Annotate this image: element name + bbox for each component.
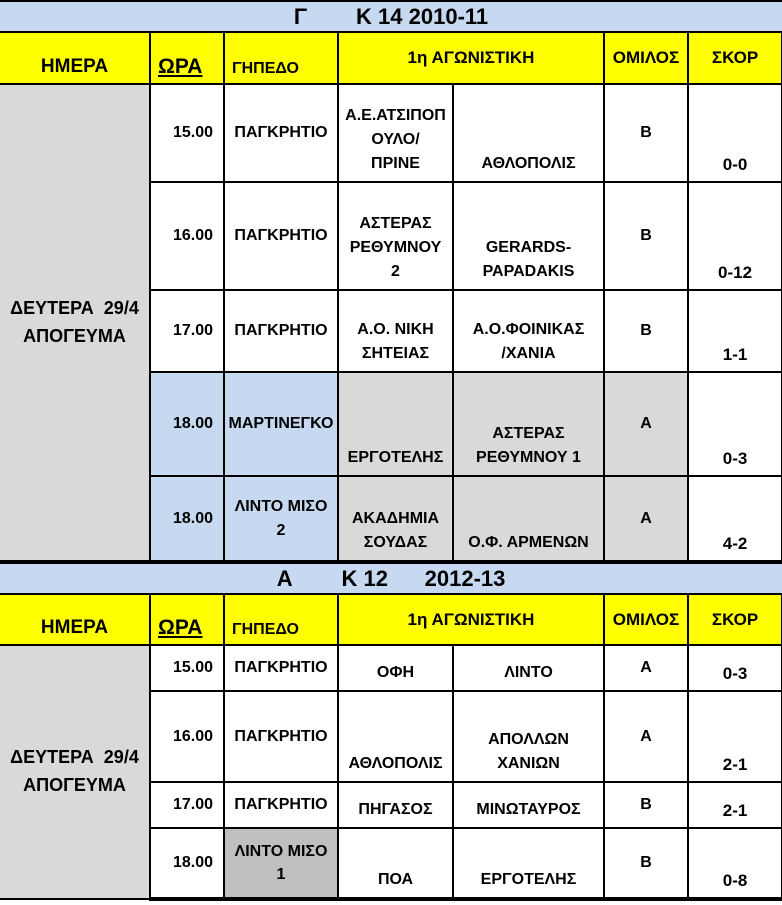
group-cell: Β <box>603 827 689 901</box>
header-group: ΟΜΙΛΟΣ <box>603 31 689 85</box>
time-cell: 18.00 <box>149 827 225 901</box>
away-team-cell: ΑΠΟΛΛΩΝ ΧΑΝΙΩΝ <box>452 690 605 783</box>
table-row: 16.00 ΠΑΓΚΡΗΤΙΟ ΑΘΛΟΠΟΛΙΣ ΑΠΟΛΛΩΝ ΧΑΝΙΩΝ… <box>0 690 782 783</box>
table-row: 18.00 ΛΙΝΤΟ ΜΙΣΟ 1 ΠΟΑ ΕΡΓΟΤΕΛΗΣ Β 0-8 <box>0 827 782 901</box>
venue-cell: ΠΑΓΚΡΗΤΙΟ <box>223 781 339 829</box>
header-group: ΟΜΙΛΟΣ <box>603 593 689 646</box>
group-cell: Β <box>603 181 689 291</box>
home-team-cell: ΠΗΓΑΣΟΣ <box>337 781 454 829</box>
home-team-cell: Α.Ε.ΑΤΣΙΠΟΠ ΟΥΛΟ/ ΠΡΙΝΕ <box>337 83 454 183</box>
header-matchday: 1η ΑΓΩΝΙΣΤΙΚΗ <box>337 31 605 85</box>
day-cell: ΔΕΥΤΕΡΑ 29/4 ΑΠΟΓΕΥΜΑ <box>0 83 151 562</box>
away-team-cell: Ο.Φ. ΑΡΜΕΝΩΝ <box>452 475 605 562</box>
header-time: ΩΡΑ <box>149 593 225 646</box>
header-time: ΩΡΑ <box>149 31 225 85</box>
header-day: ΗΜΕΡΑ <box>0 31 151 85</box>
table-row: 18.00 ΜΑΡΤΙΝΕΓΚΟ ΕΡΓΟΤΕΛΗΣ ΑΣΤΕΡΑΣ ΡΕΘΥΜ… <box>0 371 782 477</box>
score-cell: 0-3 <box>686 371 782 477</box>
away-team-cell: ΕΡΓΟΤΕΛΗΣ <box>452 827 605 901</box>
home-team-cell: Α.Ο. ΝΙΚΗ ΣΗΤΕΙΑΣ <box>337 289 454 373</box>
score-cell: 0-8 <box>686 827 782 901</box>
venue-cell: ΠΑΓΚΡΗΤΙΟ <box>223 644 339 692</box>
table-row: 16.00 ΠΑΓΚΡΗΤΙΟ ΑΣΤΕΡΑΣ ΡΕΘΥΜΝΟΥ 2 GERAR… <box>0 181 782 291</box>
table-title: Α Κ 12 2012-13 <box>0 562 782 595</box>
group-cell: Α <box>603 371 689 477</box>
home-team-cell: ΑΚΑΔΗΜΙΑ ΣΟΥΔΑΣ <box>337 475 454 562</box>
time-cell: 17.00 <box>149 289 225 373</box>
score-cell: 0-0 <box>686 83 782 183</box>
header-matchday: 1η ΑΓΩΝΙΣΤΙΚΗ <box>337 593 605 646</box>
header-score: ΣΚΟΡ <box>686 593 782 646</box>
time-cell: 18.00 <box>149 475 225 562</box>
header-score: ΣΚΟΡ <box>686 31 782 85</box>
table-row: ΔΕΥΤΕΡΑ 29/4 ΑΠΟΓΕΥΜΑ 15.00 ΠΑΓΚΡΗΤΙΟ Α.… <box>0 83 782 562</box>
time-cell: 16.00 <box>149 181 225 291</box>
group-cell: Β <box>603 83 689 183</box>
venue-cell: ΠΑΓΚΡΗΤΙΟ <box>223 289 339 373</box>
venue-cell: ΠΑΓΚΡΗΤΙΟ <box>223 690 339 783</box>
home-team-cell: ΑΣΤΕΡΑΣ ΡΕΘΥΜΝΟΥ 2 <box>337 181 454 291</box>
day-cell: ΔΕΥΤΕΡΑ 29/4 ΑΠΟΓΕΥΜΑ <box>0 644 151 900</box>
group-cell: Β <box>603 289 689 373</box>
table-row: ΔΕΥΤΕΡΑ 29/4 ΑΠΟΓΕΥΜΑ 15.00 ΠΑΓΚΡΗΤΙΟ ΟΦ… <box>0 644 782 900</box>
table-row: 18.00 ΛΙΝΤΟ ΜΙΣΟ 2 ΑΚΑΔΗΜΙΑ ΣΟΥΔΑΣ Ο.Φ. … <box>0 475 782 562</box>
header-venue: ΓΗΠΕΔΟ <box>223 31 339 85</box>
table-title: Γ Κ 14 2010-11 <box>0 0 782 33</box>
home-team-cell: ΑΘΛΟΠΟΛΙΣ <box>337 690 454 783</box>
schedule-table-k14: Γ Κ 14 2010-11 ΗΜΕΡΑ ΩΡΑ ΓΗΠΕΔΟ 1η ΑΓΩΝΙ… <box>0 0 782 562</box>
venue-cell: ΛΙΝΤΟ ΜΙΣΟ 1 <box>223 827 339 901</box>
venue-cell: ΛΙΝΤΟ ΜΙΣΟ 2 <box>223 475 339 562</box>
schedule-table-k12: Α Κ 12 2012-13 ΗΜΕΡΑ ΩΡΑ ΓΗΠΕΔΟ 1η ΑΓΩΝΙ… <box>0 562 782 901</box>
score-cell: 0-12 <box>686 181 782 291</box>
home-team-cell: ΟΦΗ <box>337 644 454 692</box>
header-venue: ΓΗΠΕΔΟ <box>223 593 339 646</box>
group-cell: Α <box>603 475 689 562</box>
score-cell: 1-1 <box>686 289 782 373</box>
home-team-cell: ΕΡΓΟΤΕΛΗΣ <box>337 371 454 477</box>
time-cell: 18.00 <box>149 371 225 477</box>
time-cell: 16.00 <box>149 690 225 783</box>
time-cell: 15.00 <box>149 83 225 183</box>
score-cell: 2-1 <box>686 781 782 829</box>
venue-cell: ΠΑΓΚΡΗΤΙΟ <box>223 83 339 183</box>
table-row: 17.00 ΠΑΓΚΡΗΤΙΟ ΠΗΓΑΣΟΣ ΜΙΝΩΤΑΥΡΟΣ Β 2-1 <box>0 781 782 829</box>
time-cell: 17.00 <box>149 781 225 829</box>
away-team-cell: Α.Ο.ΦΟΙΝΙΚΑΣ /ΧΑΝΙΑ <box>452 289 605 373</box>
group-cell: Β <box>603 781 689 829</box>
away-team-cell: ΑΘΛΟΠΟΛΙΣ <box>452 83 605 183</box>
time-cell: 15.00 <box>149 644 225 692</box>
venue-cell: ΜΑΡΤΙΝΕΓΚΟ <box>223 371 339 477</box>
score-cell: 4-2 <box>686 475 782 562</box>
score-cell: 2-1 <box>686 690 782 783</box>
header-day: ΗΜΕΡΑ <box>0 593 151 646</box>
group-cell: Α <box>603 690 689 783</box>
away-team-cell: ΑΣΤΕΡΑΣ ΡΕΘΥΜΝΟΥ 1 <box>452 371 605 477</box>
away-team-cell: ΛΙΝΤΟ <box>452 644 605 692</box>
group-cell: Α <box>603 644 689 692</box>
score-cell: 0-3 <box>686 644 782 692</box>
venue-cell: ΠΑΓΚΡΗΤΙΟ <box>223 181 339 291</box>
home-team-cell: ΠΟΑ <box>337 827 454 901</box>
away-team-cell: ΜΙΝΩΤΑΥΡΟΣ <box>452 781 605 829</box>
table-row: 17.00 ΠΑΓΚΡΗΤΙΟ Α.Ο. ΝΙΚΗ ΣΗΤΕΙΑΣ Α.Ο.ΦΟ… <box>0 289 782 373</box>
away-team-cell: GERARDS- PAPADAKIS <box>452 181 605 291</box>
